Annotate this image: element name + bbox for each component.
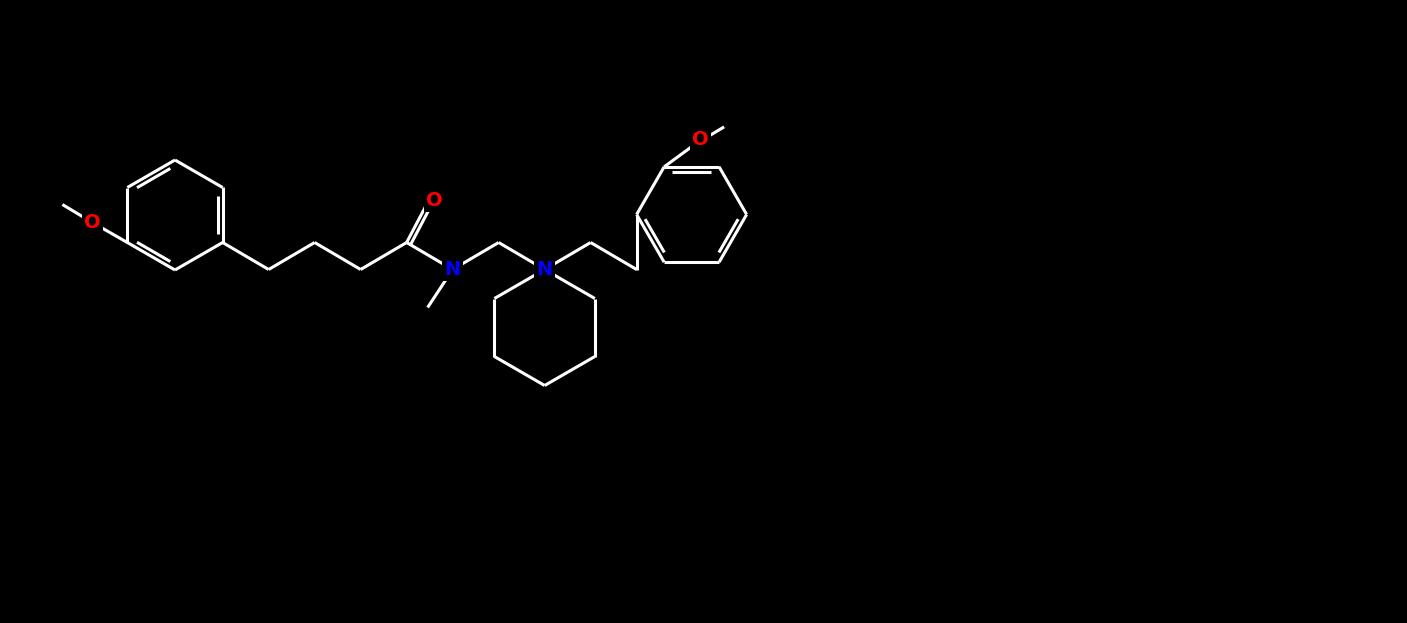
- Text: O: O: [692, 130, 709, 150]
- Text: N: N: [445, 260, 460, 279]
- Text: O: O: [426, 191, 443, 210]
- Text: N: N: [536, 260, 553, 279]
- Text: N: N: [536, 260, 553, 279]
- Text: N: N: [445, 260, 460, 279]
- Text: O: O: [84, 213, 101, 232]
